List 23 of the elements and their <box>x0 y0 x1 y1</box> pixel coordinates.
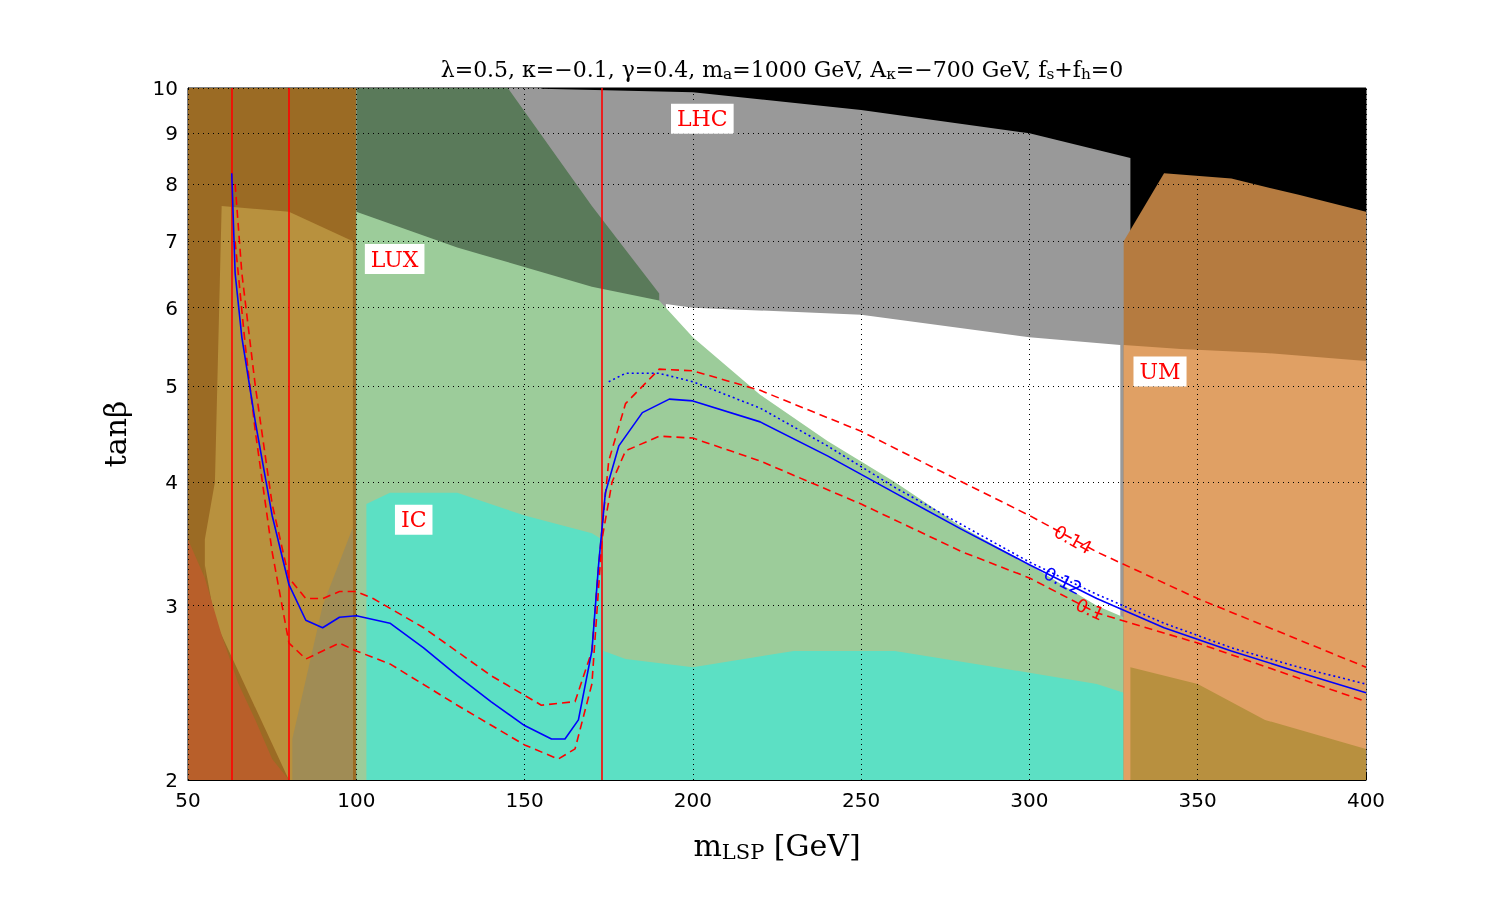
y-tick-label: 4 <box>165 469 178 494</box>
y-tick-label: 6 <box>165 295 178 320</box>
y-tick-label: 10 <box>152 76 178 100</box>
x-tick-label: 100 <box>337 788 376 812</box>
series-label: LUX <box>370 246 419 272</box>
y-tick-label: 3 <box>165 593 178 618</box>
y-tick-label: 5 <box>165 374 178 399</box>
x-tick-label: 300 <box>1010 788 1049 812</box>
annotation: 0.14 <box>1050 520 1096 559</box>
x-tick-label: 400 <box>1346 788 1386 812</box>
x-tick-label: 200 <box>673 788 712 812</box>
y-axis-title: tanβ <box>97 400 133 468</box>
y-tick-label: 9 <box>165 121 178 146</box>
y-tick-label: 2 <box>165 768 178 792</box>
y-tick-label: 8 <box>165 171 178 196</box>
series-label: UM <box>1139 359 1181 385</box>
x-tick-label: 150 <box>505 788 544 812</box>
x-tick-label: 50 <box>175 788 201 812</box>
series-label: IC <box>400 507 427 533</box>
series-label: LHC <box>677 106 728 132</box>
x-tick-label: 350 <box>1178 788 1217 812</box>
x-tick-label: 250 <box>842 788 881 812</box>
y-tick-label: 7 <box>165 229 178 254</box>
